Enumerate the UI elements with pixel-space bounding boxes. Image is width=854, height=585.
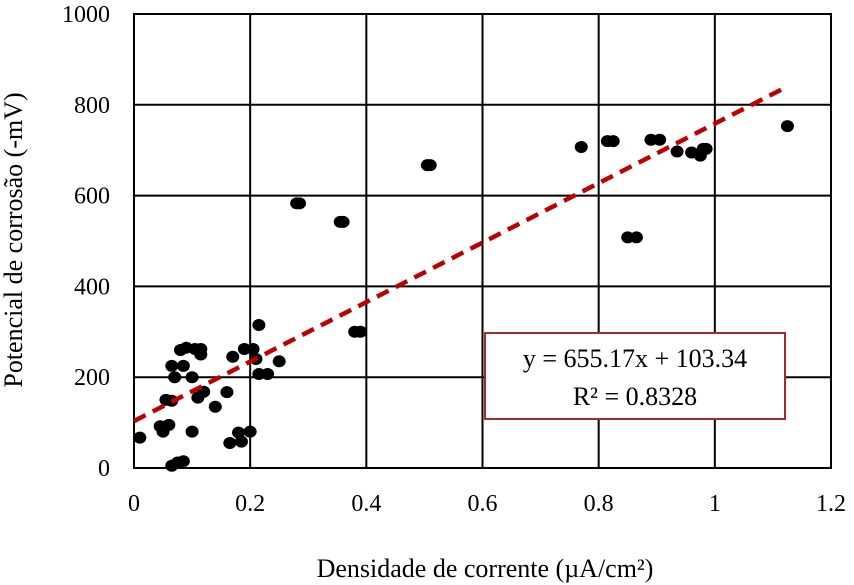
- data-point: [176, 359, 190, 372]
- data-point: [423, 159, 437, 172]
- equation-box: y = 655.17x + 103.34 R² = 0.8328: [484, 332, 786, 420]
- data-point: [162, 418, 176, 431]
- data-point: [574, 141, 588, 154]
- y-tick-label: 200: [74, 365, 110, 391]
- data-point: [232, 426, 246, 439]
- x-tick-label: 0.4: [351, 491, 381, 517]
- data-point: [194, 348, 208, 361]
- trendline-equation: y = 655.17x + 103.34: [523, 344, 747, 373]
- x-tick-label: 0.2: [235, 491, 265, 517]
- y-tick-label: 1000: [62, 2, 110, 28]
- data-point: [185, 425, 199, 438]
- data-point: [252, 318, 266, 331]
- y-tick-label: 0: [98, 456, 110, 482]
- equation-box-frame: [484, 332, 786, 420]
- data-point: [780, 120, 794, 133]
- data-point: [223, 437, 237, 450]
- data-point: [176, 455, 190, 468]
- data-point: [234, 435, 248, 448]
- data-point: [336, 215, 350, 228]
- data-point: [133, 431, 147, 444]
- y-tick-label: 600: [74, 184, 110, 210]
- y-tick-label: 800: [74, 93, 110, 119]
- data-point: [606, 135, 620, 148]
- y-axis-tick-labels: 0 200 400 600 800 1000: [62, 2, 110, 482]
- data-point: [208, 400, 222, 413]
- plot-area-frame: [133, 13, 832, 469]
- data-point: [629, 231, 643, 244]
- trendline: [132, 84, 789, 424]
- x-tick-label: 1: [709, 491, 721, 517]
- data-point: [165, 359, 179, 372]
- x-axis-title: Densidade de corrente (µA/cm²): [317, 554, 654, 583]
- data-point: [185, 371, 199, 384]
- data-point: [670, 145, 684, 158]
- data-point: [653, 133, 667, 146]
- data-point: [243, 425, 257, 438]
- data-point: [220, 386, 234, 399]
- r-squared-value: R² = 0.8328: [573, 382, 697, 411]
- data-point: [272, 355, 286, 368]
- x-tick-label: 0: [128, 491, 140, 517]
- x-axis-tick-labels: 0 0.2 0.4 0.6 0.8 1 1.2: [128, 491, 846, 517]
- y-axis-title: Potencial de corrosão (-mV): [0, 92, 28, 387]
- data-point: [226, 350, 240, 363]
- data-point: [168, 371, 182, 384]
- y-tick-label: 400: [74, 274, 110, 300]
- x-tick-label: 0.8: [584, 491, 614, 517]
- data-point: [293, 197, 307, 210]
- data-point: [246, 343, 260, 356]
- x-tick-label: 0.6: [468, 491, 498, 517]
- x-tick-label: 1.2: [816, 491, 846, 517]
- data-point: [261, 368, 275, 381]
- data-point: [354, 325, 368, 338]
- data-point: [699, 142, 713, 155]
